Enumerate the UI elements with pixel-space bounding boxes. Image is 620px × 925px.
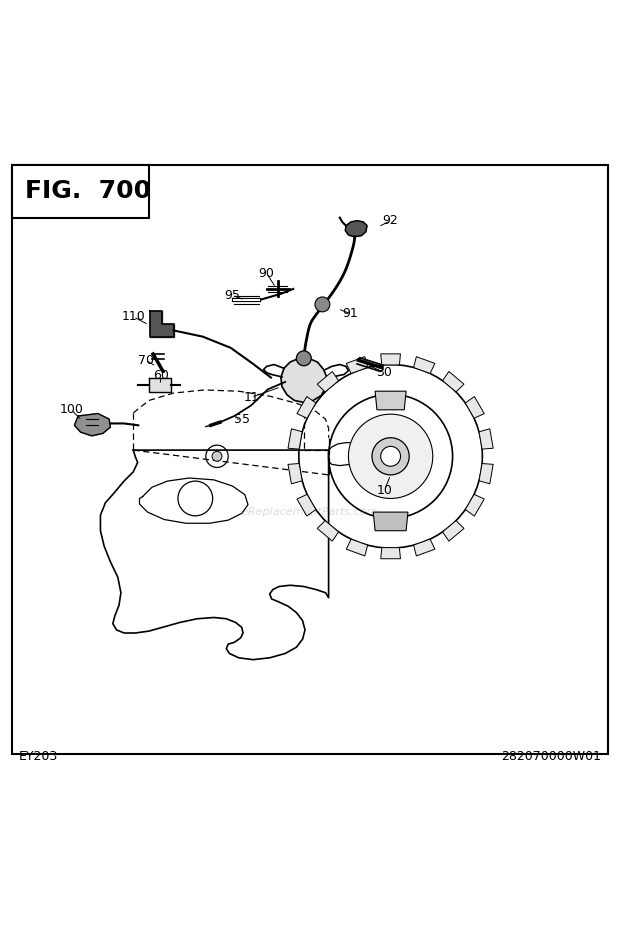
- Text: 95: 95: [224, 289, 241, 302]
- Text: FIG.  700: FIG. 700: [25, 179, 151, 203]
- Polygon shape: [465, 494, 484, 516]
- Text: 92: 92: [383, 215, 399, 228]
- Polygon shape: [297, 397, 316, 418]
- Polygon shape: [281, 358, 327, 402]
- Circle shape: [296, 351, 311, 365]
- Polygon shape: [288, 429, 302, 450]
- Text: eReplacementParts.com: eReplacementParts.com: [242, 507, 378, 517]
- Polygon shape: [74, 413, 110, 436]
- Circle shape: [381, 447, 401, 466]
- Polygon shape: [150, 311, 174, 337]
- Text: 100: 100: [60, 403, 83, 416]
- Text: 60: 60: [153, 369, 169, 382]
- Text: 90: 90: [259, 267, 275, 280]
- Polygon shape: [345, 221, 367, 237]
- Polygon shape: [479, 429, 493, 450]
- Circle shape: [315, 297, 330, 312]
- Text: 91: 91: [342, 307, 358, 320]
- Polygon shape: [465, 397, 484, 418]
- Text: 282070000W01: 282070000W01: [502, 750, 601, 763]
- Circle shape: [212, 451, 222, 462]
- Text: 10: 10: [376, 484, 392, 497]
- Text: 30: 30: [376, 366, 392, 379]
- Polygon shape: [443, 372, 464, 392]
- Polygon shape: [443, 521, 464, 541]
- Polygon shape: [373, 512, 408, 531]
- Polygon shape: [317, 521, 339, 541]
- Polygon shape: [414, 357, 435, 374]
- Polygon shape: [381, 354, 401, 365]
- Polygon shape: [347, 357, 368, 374]
- FancyBboxPatch shape: [12, 165, 149, 217]
- Polygon shape: [317, 372, 339, 392]
- Circle shape: [348, 414, 433, 499]
- Polygon shape: [479, 463, 493, 484]
- Polygon shape: [347, 539, 368, 556]
- Polygon shape: [381, 548, 401, 559]
- Text: 55: 55: [234, 413, 250, 426]
- Circle shape: [372, 438, 409, 475]
- Polygon shape: [297, 494, 316, 516]
- Polygon shape: [288, 463, 302, 484]
- Text: 11: 11: [243, 391, 259, 404]
- Text: 110: 110: [122, 310, 145, 324]
- Polygon shape: [375, 391, 406, 410]
- Text: 70: 70: [138, 353, 154, 366]
- FancyBboxPatch shape: [12, 165, 608, 754]
- Polygon shape: [149, 377, 171, 392]
- Text: EY203: EY203: [19, 750, 58, 763]
- Polygon shape: [414, 539, 435, 556]
